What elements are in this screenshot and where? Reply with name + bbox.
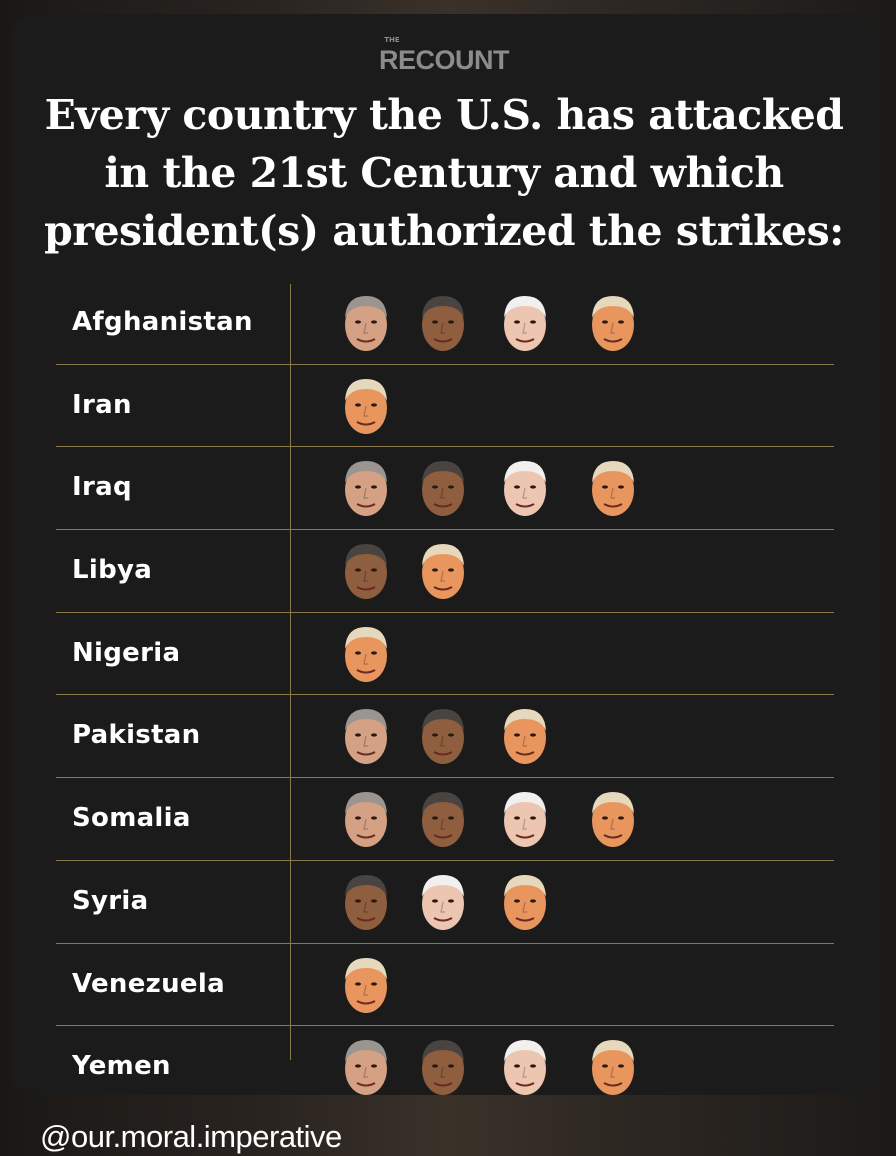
bush-face-icon — [345, 296, 387, 351]
trump-face-icon — [592, 296, 634, 351]
trump-face-icon — [345, 378, 387, 434]
biden-face-icon — [504, 1040, 546, 1096]
trump-face-icon — [592, 461, 634, 517]
recount-logo: THE RECOUNT — [12, 36, 876, 76]
bush-face-icon — [345, 792, 387, 848]
biden-face-icon — [422, 874, 464, 930]
trump-face-icon — [422, 544, 464, 600]
watermark-handle: @our.moral.imperative — [40, 1119, 342, 1154]
bush-face-icon — [345, 461, 387, 517]
trump-face-icon — [345, 626, 387, 682]
country-label: Pakistan — [72, 720, 201, 751]
table-row: Afghanistan — [56, 282, 834, 365]
country-label: Iraq — [72, 472, 132, 503]
logo-name: RECOUNT — [379, 45, 510, 75]
trump-face-icon — [592, 792, 634, 848]
title-line: Every country the U.S. has attacked — [44, 91, 844, 139]
obama-face-icon — [345, 544, 387, 600]
table-row: Venezuela — [56, 944, 834, 1027]
title-line: in the 21st Century and which — [104, 149, 784, 197]
obama-face-icon — [345, 874, 387, 930]
infographic-card: THE RECOUNT Every country the U.S. has a… — [12, 14, 876, 1096]
obama-face-icon — [422, 461, 464, 517]
country-label: Venezuela — [72, 968, 225, 999]
column-divider — [290, 284, 291, 1060]
country-label: Somalia — [72, 803, 191, 834]
obama-face-icon — [422, 1040, 464, 1096]
country-label: Yemen — [72, 1051, 171, 1082]
country-label: Libya — [72, 555, 153, 586]
table-row: Nigeria — [56, 613, 834, 696]
table-row: Yemen — [56, 1026, 834, 1108]
country-table: Afghanistan Iran Iraq Libya Nigeria Pakistan S… — [56, 282, 834, 1108]
logo-the: THE — [384, 36, 400, 44]
bush-face-icon — [345, 709, 387, 765]
trump-face-icon — [592, 1040, 634, 1096]
table-row: Iraq — [56, 447, 834, 531]
title-line: president(s) authorized the strikes: — [44, 207, 844, 255]
biden-face-icon — [504, 296, 546, 351]
country-label: Iran — [72, 389, 132, 420]
bush-face-icon — [345, 1040, 387, 1096]
page-title: Every country the U.S. has attacked in t… — [12, 86, 876, 260]
trump-face-icon — [504, 874, 546, 930]
obama-face-icon — [422, 709, 464, 765]
obama-face-icon — [422, 792, 464, 848]
table-row: Iran — [56, 365, 834, 448]
trump-face-icon — [345, 957, 387, 1013]
country-label: Nigeria — [72, 637, 181, 668]
biden-face-icon — [504, 461, 546, 517]
table-row: Pakistan — [56, 695, 834, 779]
obama-face-icon — [422, 296, 464, 351]
country-label: Syria — [72, 885, 149, 916]
country-label: Afghanistan — [72, 307, 253, 337]
table-row: Syria — [56, 861, 834, 944]
trump-face-icon — [504, 709, 546, 765]
table-row: Libya — [56, 530, 834, 613]
biden-face-icon — [504, 792, 546, 848]
table-row: Somalia — [56, 778, 834, 861]
